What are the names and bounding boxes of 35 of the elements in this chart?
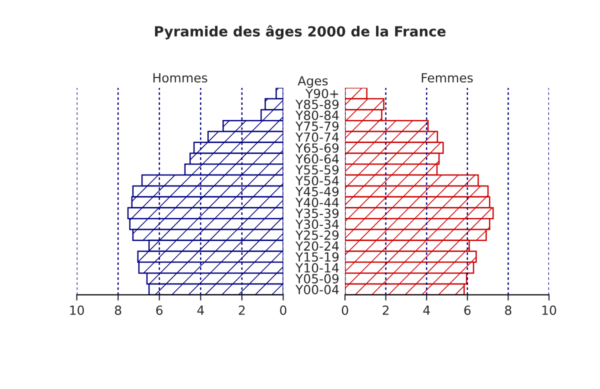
y-tick-label: Y20-24	[295, 241, 339, 251]
x-tick-label: 2	[382, 306, 389, 315]
y-tick-label: Y55-59	[295, 165, 339, 175]
y-tick-label: Y75-79	[295, 122, 339, 131]
y-tick-label: Y10-14	[295, 263, 339, 273]
chart-subtitle: Femmes	[422, 73, 473, 83]
x-tick-label: 6	[156, 306, 163, 315]
y-tick-label: Y45-49	[295, 186, 339, 196]
x-tick-label: 10	[542, 306, 556, 315]
x-tick-label: 4	[423, 306, 430, 315]
y-tick-label: Y00-04	[295, 284, 339, 294]
y-tick-label: Y90+	[305, 88, 338, 98]
x-tick-label: 0	[342, 306, 348, 315]
y-tick-label: Y35-39	[295, 208, 339, 218]
y-tick-label: Y15-19	[295, 252, 339, 262]
y-tick-label: Y50-54	[295, 176, 339, 186]
x-tick-label: 6	[464, 306, 471, 315]
x-tick-label: 2	[238, 306, 245, 315]
x-tick-label: 8	[114, 306, 122, 315]
x-tick-label: 10	[70, 306, 84, 315]
y-tick-label: Y30-34	[295, 220, 339, 229]
y-tick-label: Y85-89	[295, 100, 339, 110]
y-tick-label: Y60-64	[295, 154, 339, 164]
y-tick-label: Y25-29	[295, 230, 339, 240]
chart-title: Pyramide des âges 2000 de la France	[155, 25, 446, 40]
y-tick-label: Y05-09	[295, 274, 339, 284]
x-tick-label: 8	[505, 306, 512, 315]
y-tick-label: Y80-84	[295, 110, 339, 120]
y-tick-label: Y65-69	[295, 143, 339, 153]
y-tick-label: Y40-44	[295, 198, 339, 208]
x-tick-label: 0	[280, 306, 286, 315]
chart-subtitle: Hommes	[153, 73, 208, 83]
y-axis-title: Ages	[298, 76, 328, 88]
y-tick-label: Y70-74	[295, 132, 339, 142]
x-tick-label: 4	[197, 306, 204, 315]
